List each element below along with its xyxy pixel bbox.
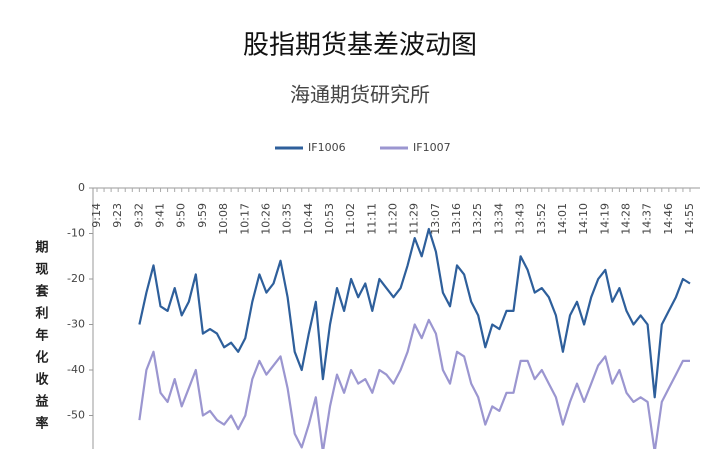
- x-tick-label: 14:10: [577, 203, 590, 235]
- chart-subtitle: 海通期货研究所: [290, 83, 430, 107]
- y-tick-label: -50: [67, 409, 85, 422]
- x-tick-label: 14:55: [683, 203, 696, 235]
- x-tick-label: 10:53: [323, 203, 336, 235]
- y-tick-label: -40: [67, 363, 85, 376]
- x-tick-label: 13:52: [535, 203, 548, 235]
- x-tick-label: 14:37: [641, 203, 654, 235]
- series-line: [138, 318, 690, 449]
- chart-title: 股指期货基差波动图: [243, 31, 477, 61]
- y-axis-title: 期现套利年化收益率: [33, 240, 50, 438]
- x-tick-label: 9:50: [175, 203, 188, 228]
- x-tick-label: 9:59: [196, 203, 209, 228]
- x-tick-label: 11:02: [344, 203, 357, 235]
- x-tick-label: 14:19: [598, 203, 611, 235]
- x-tick-label: 13:16: [450, 203, 463, 235]
- x-tick-label: 9:32: [132, 203, 145, 228]
- x-tick-label: 11:11: [365, 203, 378, 235]
- x-tick-label: 14:46: [662, 203, 675, 235]
- x-tick-label: 14:28: [619, 203, 632, 235]
- x-tick-label: 11:20: [387, 203, 400, 235]
- x-tick-label: 10:35: [281, 203, 294, 235]
- x-tick-label: 13:43: [514, 203, 527, 235]
- legend-label: IF1006: [308, 141, 346, 154]
- x-tick-label: 10:44: [302, 203, 315, 235]
- x-tick-label: 9:14: [90, 203, 103, 228]
- y-tick-label: 0: [78, 181, 85, 194]
- x-tick-label: 13:34: [492, 203, 505, 235]
- x-tick-label: 10:26: [259, 203, 272, 235]
- x-tick-label: 14:01: [556, 203, 569, 235]
- y-tick-label: -10: [67, 227, 85, 240]
- x-tick-label: 13:25: [471, 203, 484, 235]
- y-tick-label: -30: [67, 318, 85, 331]
- series-line: [138, 227, 691, 399]
- x-tick-label: 9:23: [111, 203, 124, 228]
- legend-label: IF1007: [413, 141, 451, 154]
- x-tick-label: 9:41: [154, 203, 167, 228]
- x-tick-label: 13:07: [429, 203, 442, 235]
- x-tick-label: 10:17: [238, 203, 251, 235]
- x-tick-label: 11:29: [408, 203, 421, 235]
- x-tick-label: 10:08: [217, 203, 230, 235]
- y-tick-label: -20: [67, 272, 85, 285]
